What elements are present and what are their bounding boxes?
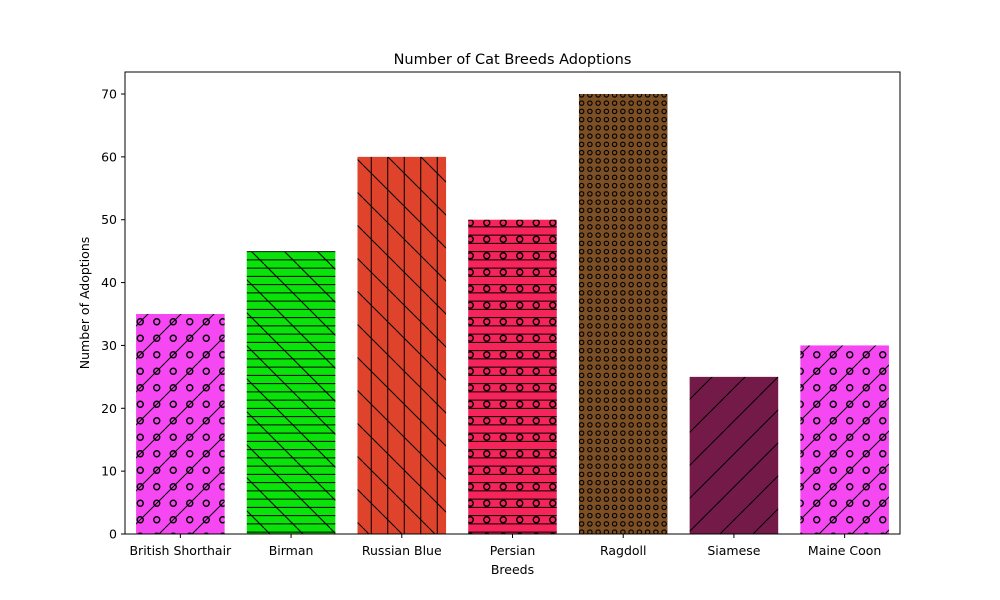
x-tick-label: Ragdoll: [600, 543, 647, 558]
x-tick-label: Siamese: [707, 543, 760, 558]
y-axis: 0 10 20 30 40 50 60 70: [101, 87, 125, 542]
y-tick-label: 20: [101, 401, 117, 416]
y-tick-label: 0: [109, 527, 117, 542]
bars-group: [136, 94, 889, 534]
y-tick-label: 50: [101, 212, 117, 227]
y-tick-label: 30: [101, 338, 117, 353]
bar-maine-coon: [800, 345, 889, 534]
x-tick-label: Maine Coon: [808, 543, 881, 558]
x-tick-label: Persian: [490, 543, 536, 558]
x-axis: British Shorthair Birman Russian Blue Persi…: [129, 534, 881, 558]
bar-birman: [246, 251, 336, 534]
bar-russian-blue: [357, 156, 447, 534]
x-axis-label: Breeds: [491, 562, 534, 577]
y-tick-label: 60: [101, 149, 117, 164]
bar-british-shorthair: [136, 314, 225, 534]
y-tick-label: 10: [101, 464, 117, 479]
y-tick-label: 70: [101, 87, 117, 102]
chart-title: Number of Cat Breeds Adoptions: [394, 52, 632, 68]
bar-ragdoll: [578, 94, 668, 534]
bar-persian: [468, 219, 557, 534]
x-tick-label: Russian Blue: [362, 543, 442, 558]
y-tick-label: 40: [101, 275, 117, 290]
x-tick-label: Birman: [269, 543, 314, 558]
y-axis-label: Number of Adoptions: [77, 237, 92, 370]
bar-siamese: [689, 376, 779, 534]
x-tick-label: British Shorthair: [129, 543, 232, 558]
